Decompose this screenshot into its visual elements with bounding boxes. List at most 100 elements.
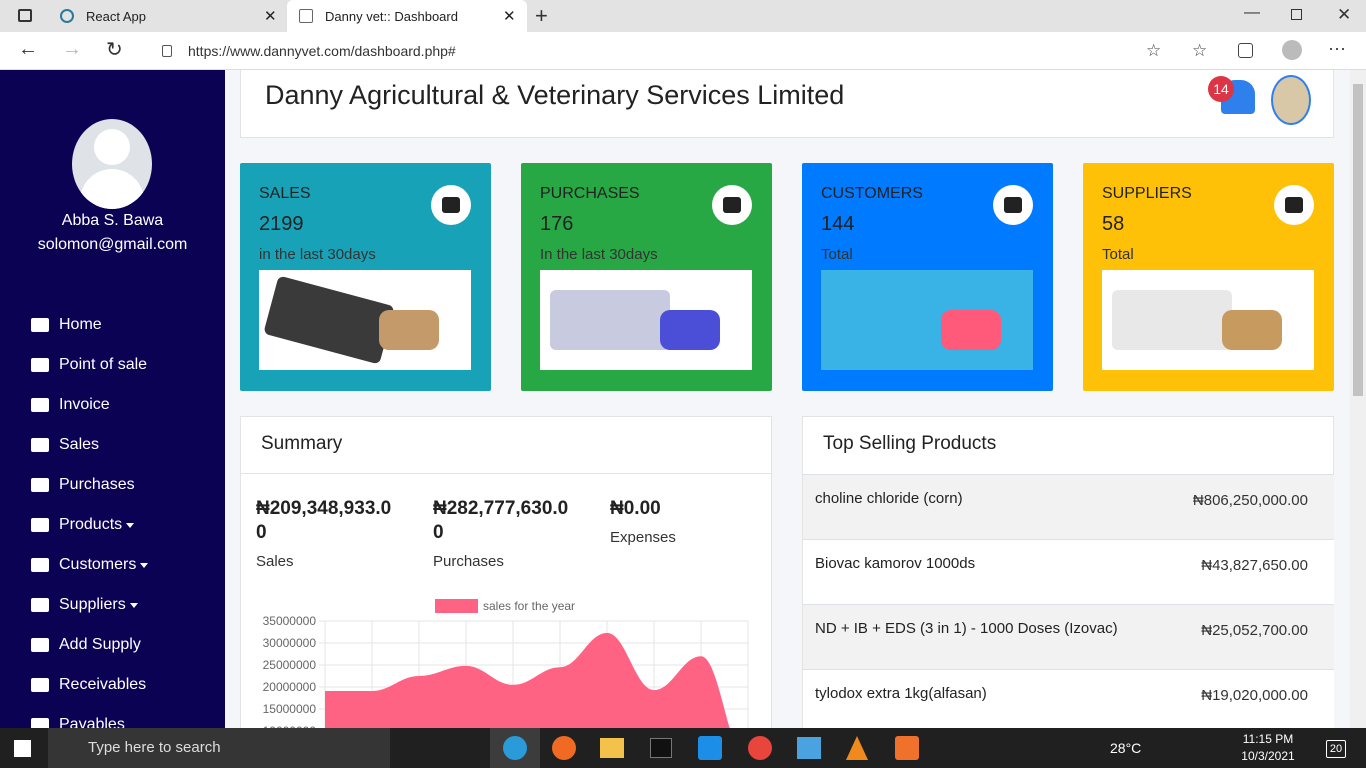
product-row: tylodox extra 1kg(alfasan) ₦19,020,000.00 <box>803 669 1334 728</box>
product-amount: ₦25,052,700.00 <box>1201 622 1308 639</box>
card-caption: Total <box>1102 246 1134 263</box>
legend-label: sales for the year <box>483 599 575 613</box>
firefox-icon[interactable] <box>552 736 576 760</box>
weather[interactable]: 28°C <box>1110 740 1142 756</box>
close-tab[interactable]: ✕ <box>264 8 277 25</box>
dropdown-caret <box>140 562 149 568</box>
tab-title: React App <box>86 8 146 24</box>
content: Danny Agricultural & Veterinary Services… <box>225 70 1350 728</box>
menu-item[interactable]: Payables <box>31 713 125 728</box>
y-tick-label: 20000000 <box>263 680 317 694</box>
image-shape <box>1222 310 1282 350</box>
menu-item[interactable]: Receivables <box>31 673 146 697</box>
notification-center[interactable]: 20 <box>1326 740 1346 758</box>
terminal-icon[interactable] <box>650 738 672 758</box>
product-name: ND + IB + EDS (3 in 1) - 1000 Doses (Izo… <box>815 620 1118 637</box>
xampp-icon[interactable] <box>895 736 919 760</box>
menu-item[interactable]: Invoice <box>31 393 110 417</box>
menu-icon <box>31 518 49 532</box>
card-image <box>540 270 752 370</box>
stat-card[interactable]: SALES 2199 in the last 30days <box>240 163 491 391</box>
stat-card[interactable]: CUSTOMERS 144 Total <box>802 163 1053 391</box>
close-window[interactable]: ✕ <box>1337 5 1352 24</box>
explorer-icon[interactable] <box>600 738 624 758</box>
url-field[interactable]: https://www.dannyvet.com/dashboard.php# <box>146 36 1176 66</box>
avatar <box>72 119 152 209</box>
menu-item[interactable]: Home <box>31 313 102 337</box>
card-icon <box>431 185 471 225</box>
close-tab[interactable]: ✕ <box>503 8 516 25</box>
tab[interactable]: React App ✕ <box>48 0 286 32</box>
vscode-icon[interactable] <box>698 736 722 760</box>
card-value: 58 <box>1102 213 1125 235</box>
menu-item[interactable]: Suppliers <box>31 593 138 617</box>
stat-label: Purchases <box>433 553 504 570</box>
card-icon <box>993 185 1033 225</box>
taskbar: Type here to search 28°C 11:15 PM 10/3/2… <box>0 728 1366 768</box>
image-shape <box>263 275 395 365</box>
image-shape <box>660 310 720 350</box>
menu-item[interactable]: Add Supply <box>31 633 141 657</box>
stat-card[interactable]: PURCHASES 176 In the last 30days <box>521 163 772 391</box>
stat-value: ₦0.00 <box>610 498 661 519</box>
menu-item[interactable]: Point of sale <box>31 353 147 377</box>
menu-label: Sales <box>59 436 100 453</box>
tab-bar: React App ✕ Danny vet:: Dashboard ✕ + — … <box>0 0 1366 32</box>
clock-time[interactable]: 11:15 PM <box>1242 732 1294 746</box>
menu-label: Invoice <box>59 396 110 413</box>
product-amount: ₦19,020,000.00 <box>1201 687 1308 704</box>
menu-icon <box>31 558 49 572</box>
menu-item[interactable]: Products <box>31 513 135 537</box>
lock-icon <box>162 45 172 57</box>
y-tick-label: 25000000 <box>263 658 317 672</box>
y-tick-label: 15000000 <box>263 702 317 716</box>
y-tick-label: 10000000 <box>263 724 317 728</box>
card-icon <box>1274 185 1314 225</box>
profile[interactable] <box>1282 40 1302 60</box>
menu-item[interactable]: Purchases <box>31 473 135 497</box>
chrome-icon[interactable] <box>748 736 772 760</box>
favorite[interactable]: ☆ <box>1146 41 1162 60</box>
summary-title: Summary <box>261 433 343 454</box>
product-name: choline chloride (corn) <box>815 490 963 507</box>
divider <box>241 473 771 474</box>
new-tab[interactable]: + <box>535 3 548 28</box>
reload[interactable]: ↻ <box>106 39 123 61</box>
settings[interactable]: ··· <box>1328 38 1346 58</box>
clock-date[interactable]: 10/3/2021 <box>1241 749 1295 763</box>
menu-label: Receivables <box>59 676 147 693</box>
tab-active[interactable]: Danny vet:: Dashboard ✕ <box>287 0 527 32</box>
stat-label: Sales <box>256 553 294 570</box>
favorites[interactable]: ☆ <box>1192 41 1208 60</box>
collections[interactable] <box>1238 43 1253 58</box>
back[interactable]: ← <box>18 38 38 60</box>
start-button[interactable] <box>14 740 31 757</box>
menu-icon <box>31 638 49 652</box>
menu-item[interactable]: Sales <box>31 433 99 457</box>
card-image <box>821 270 1033 370</box>
logo[interactable] <box>1271 75 1311 125</box>
notification-count: 14 <box>1208 76 1234 102</box>
menu-item[interactable]: Customers <box>31 553 149 577</box>
product-row: choline chloride (corn) ₦806,250,000.00 <box>803 474 1334 539</box>
edge-icon[interactable] <box>503 736 527 760</box>
image-shape <box>550 290 670 350</box>
minimize[interactable]: — <box>1244 4 1260 21</box>
image-shape <box>941 310 1001 350</box>
vlc-icon[interactable] <box>846 736 868 760</box>
scrollbar[interactable] <box>1350 70 1366 728</box>
user-email: solomon@gmail.com <box>37 236 188 253</box>
card-value: 2199 <box>259 213 304 235</box>
card-caption: Total <box>821 246 853 263</box>
forward[interactable]: → <box>62 38 82 60</box>
scroll-thumb[interactable] <box>1353 84 1363 396</box>
summary-card: Summary ₦209,348,933.00 Sales ₦282,777,630… <box>240 416 772 728</box>
tab-actions[interactable] <box>18 9 32 22</box>
photos-icon[interactable] <box>797 737 821 759</box>
maximize[interactable] <box>1291 9 1302 20</box>
stat-card[interactable]: SUPPLIERS 58 Total <box>1083 163 1334 391</box>
search-box[interactable]: Type here to search <box>48 728 390 768</box>
tab-icon <box>299 9 313 23</box>
product-row: Biovac kamorov 1000ds ₦43,827,650.00 <box>803 539 1334 604</box>
